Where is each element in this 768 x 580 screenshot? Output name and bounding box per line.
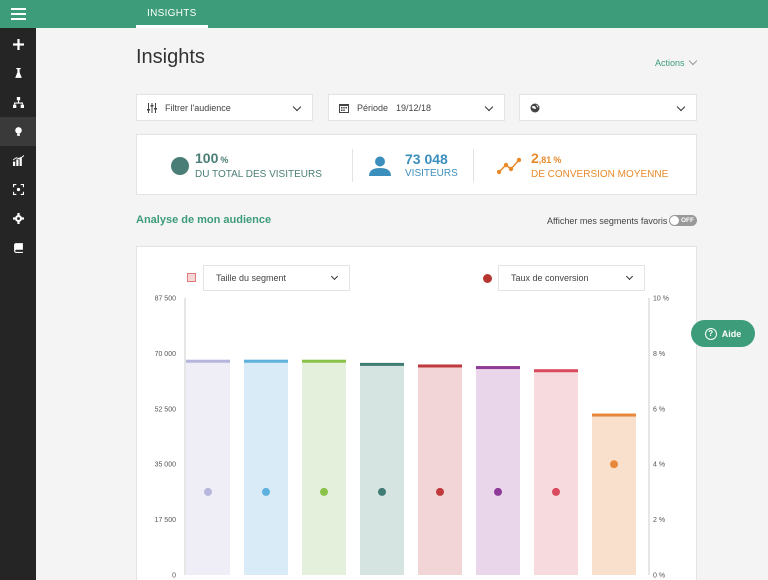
bar [244, 359, 288, 575]
sliders-icon [147, 102, 157, 113]
stat-total-label: DU TOTAL DES VISITEURS [195, 169, 322, 180]
help-button[interactable]: ? Aide [691, 320, 755, 347]
chevron-down-icon [484, 102, 494, 112]
bar-top-line [476, 366, 520, 370]
plus-icon[interactable] [0, 30, 36, 59]
bar [186, 359, 230, 575]
stat-conversion-label: DE CONVERSION MOYENNE [531, 169, 669, 180]
hamburger-menu-icon[interactable] [0, 0, 36, 28]
conversion-point [552, 487, 560, 496]
divider [473, 149, 474, 182]
stats-card: 100% DU TOTAL DES VISITEURS 73 048 VISIT… [136, 134, 697, 195]
stat-visitors: 73 048 VISITEURS [369, 135, 458, 196]
bar [360, 362, 404, 575]
bar-top-line [244, 359, 288, 363]
y-tick-label-left: 35 000 [155, 462, 177, 469]
bar-top-line [360, 362, 404, 366]
conversion-point [494, 487, 502, 496]
y-tick-label-right: 0 % [653, 573, 665, 580]
bar [476, 366, 520, 575]
stat-visitors-label: VISITEURS [405, 168, 458, 179]
period-value: 19/12/18 [396, 102, 432, 113]
actions-label: Actions [655, 58, 685, 68]
actions-dropdown[interactable]: Actions [655, 56, 697, 68]
y-tick-label-right: 6 % [653, 406, 665, 413]
audience-filter[interactable]: Filtrer l'audience [136, 94, 313, 121]
stat-total: 100% DU TOTAL DES VISITEURS [171, 135, 322, 196]
section-title: Analyse de mon audience [136, 214, 272, 226]
y-tick-label-left: 52 500 [155, 406, 177, 413]
favorite-segments-toggle[interactable]: OFF [669, 215, 697, 226]
gear-icon[interactable] [0, 204, 36, 233]
chevron-down-icon [688, 56, 697, 66]
conversion-point [204, 487, 212, 496]
audience-filter-label: Filtrer l'audience [165, 102, 231, 113]
stat-conversion: 2,81% DE CONVERSION MOYENNE [497, 135, 668, 196]
user-icon [369, 156, 391, 176]
chevron-down-icon [292, 102, 302, 112]
sidebar [0, 28, 36, 580]
chevron-down-icon [625, 272, 634, 281]
y-tick-label-left: 70 000 [155, 351, 177, 358]
bar [302, 359, 346, 575]
question-icon: ? [704, 327, 717, 340]
stat-conversion-value: 2,81% [531, 150, 562, 166]
region-filter[interactable] [519, 94, 697, 121]
trend-line-icon [497, 157, 521, 174]
hierarchy-icon[interactable] [0, 88, 36, 117]
y-tick-label-right: 4 % [653, 462, 665, 469]
stat-total-value: 100% [195, 150, 229, 166]
period-label: Période [357, 102, 389, 113]
conversion-point [262, 487, 270, 496]
y-tick-label-left: 17 500 [155, 517, 177, 524]
left-metric-select[interactable]: Taille du segment [203, 265, 350, 291]
y-tick-label-left: 87 500 [155, 296, 177, 303]
chevron-down-icon [676, 102, 686, 112]
toggle-knob [670, 216, 679, 225]
conversion-point [610, 460, 618, 469]
bar [418, 364, 462, 575]
target-icon[interactable] [0, 175, 36, 204]
book-icon[interactable] [0, 233, 36, 262]
right-metric-label: Taux de conversion [511, 273, 589, 283]
right-metric-select[interactable]: Taux de conversion [498, 265, 645, 291]
period-filter[interactable]: Période 19/12/18 [328, 94, 505, 121]
segment-chart: 0 17 500 35 000 52 500 70 000 87 500 0 % 2 % 4 %… [155, 296, 669, 580]
bar-top-line [186, 359, 230, 363]
segment-size-legend-icon [187, 273, 196, 282]
bulb-icon[interactable] [0, 117, 36, 146]
chevron-down-icon [330, 272, 339, 281]
y-tick-label-right: 2 % [653, 517, 665, 524]
toggle-label: OFF [681, 216, 694, 224]
bar [534, 369, 578, 575]
conversion-legend-icon [483, 274, 492, 283]
bar [592, 413, 636, 575]
globe-icon [530, 103, 540, 113]
stat-visitors-value: 73 048 [405, 151, 448, 167]
help-label: Aide [721, 328, 742, 339]
conversion-point [320, 487, 328, 496]
conversion-point [436, 487, 444, 496]
tab-insights[interactable]: INSIGHTS [136, 0, 208, 28]
page-title: Insights [136, 46, 205, 68]
favorite-segments-label: Afficher mes segments favoris [547, 216, 668, 226]
bar-top-line [302, 359, 346, 363]
left-metric-label: Taille du segment [216, 273, 287, 283]
y-tick-label-right: 10 % [653, 296, 669, 303]
flask-icon[interactable] [0, 59, 36, 88]
bar-top-line [534, 369, 578, 373]
y-tick-label-right: 8 % [653, 351, 665, 358]
y-tick-label-left: 0 [172, 573, 176, 580]
conversion-point [378, 487, 386, 496]
calendar-icon [339, 103, 349, 113]
divider [352, 149, 353, 182]
bar-top-line [592, 413, 636, 417]
top-bar: INSIGHTS [0, 0, 768, 28]
bar-top-line [418, 364, 462, 368]
pie-circle-icon [171, 156, 189, 175]
bar-chart-icon[interactable] [0, 146, 36, 175]
